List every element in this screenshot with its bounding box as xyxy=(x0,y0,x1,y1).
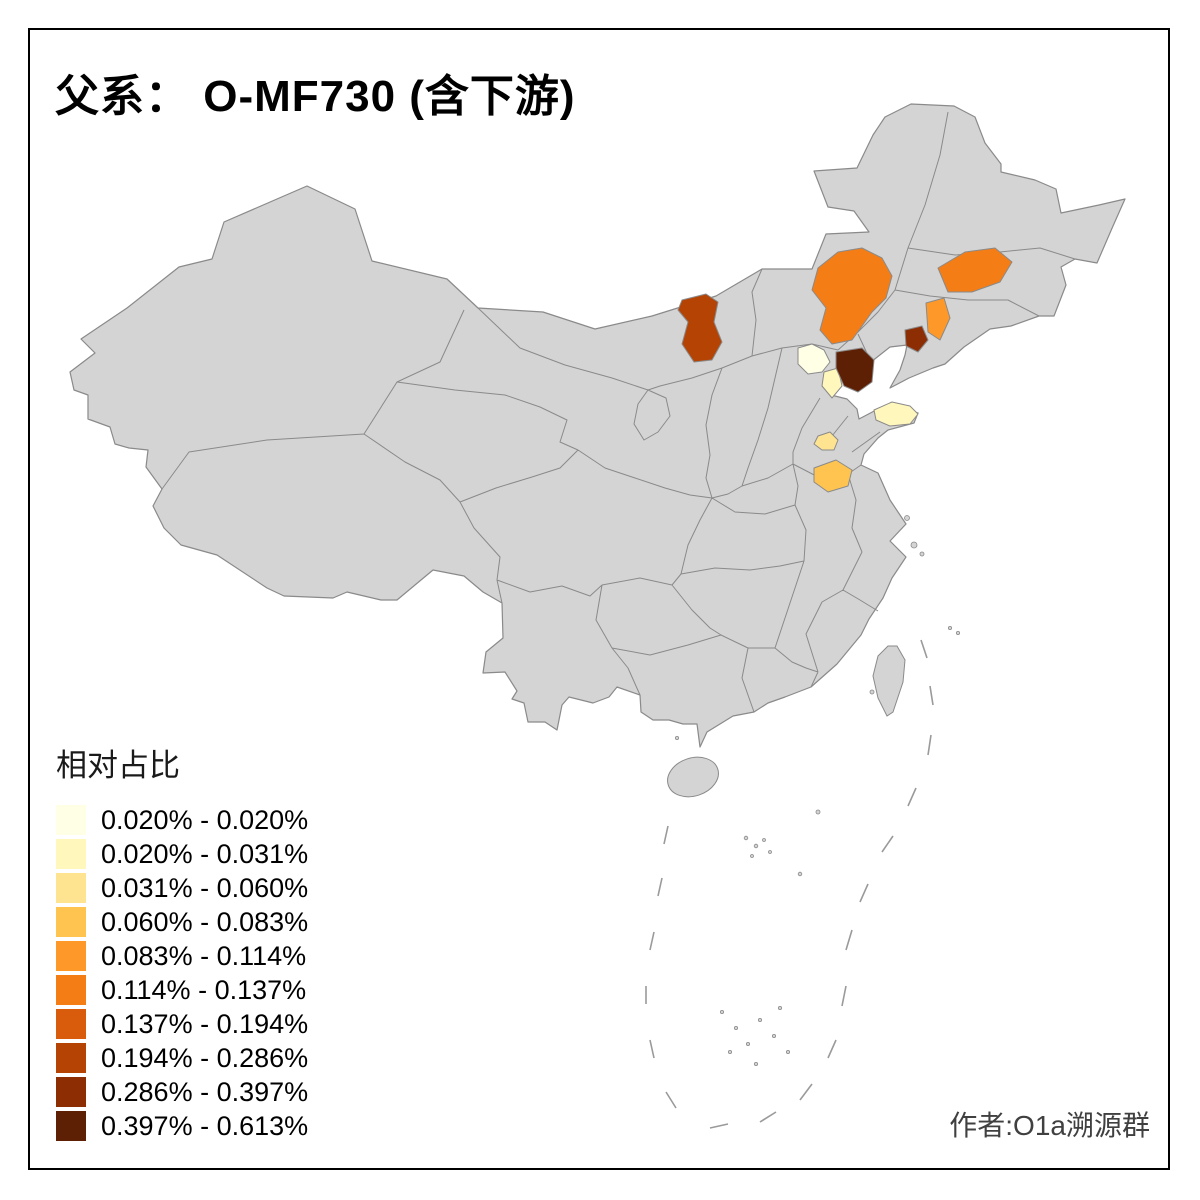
legend-label: 0.114% - 0.137% xyxy=(101,974,307,1005)
legend-swatch xyxy=(56,975,86,1005)
hainan-island xyxy=(667,756,719,798)
choropleth-regions xyxy=(677,247,1013,493)
choropleth-region xyxy=(677,293,723,363)
choropleth-region xyxy=(904,325,929,353)
legend-swatch xyxy=(56,1043,86,1073)
legend-item: 0.397% - 0.613% xyxy=(56,1109,308,1143)
legend-swatch xyxy=(56,1009,86,1039)
legend-item: 0.060% - 0.083% xyxy=(56,905,308,939)
legend-label: 0.286% - 0.397% xyxy=(101,1076,309,1107)
legend-swatch xyxy=(56,1111,86,1141)
legend-label: 0.194% - 0.286% xyxy=(101,1042,309,1073)
choropleth-region xyxy=(937,247,1013,293)
legend-item: 0.031% - 0.060% xyxy=(56,871,308,905)
legend-label: 0.031% - 0.060% xyxy=(101,872,309,903)
legend: 相对占比 0.020% - 0.020% 0.020% - 0.031% 0.031… xyxy=(56,740,308,1143)
legend-label: 0.137% - 0.194% xyxy=(101,1008,309,1039)
island-dots xyxy=(675,515,961,1067)
legend-swatch xyxy=(56,805,86,835)
legend-item: 0.137% - 0.194% xyxy=(56,1007,308,1041)
legend-label: 0.060% - 0.083% xyxy=(101,906,309,937)
choropleth-region xyxy=(821,367,843,399)
choropleth-region xyxy=(797,343,831,375)
legend-label: 0.020% - 0.031% xyxy=(101,838,309,869)
choropleth-region xyxy=(813,431,839,451)
choropleth-region xyxy=(813,459,853,493)
attribution: 作者:O1a溯源群 xyxy=(949,1110,1150,1141)
legend-item: 0.114% - 0.137% xyxy=(56,973,308,1007)
choropleth-region xyxy=(811,247,893,345)
legend-label: 0.397% - 0.613% xyxy=(101,1110,309,1141)
legend-swatch xyxy=(56,839,86,869)
legend-item: 0.194% - 0.286% xyxy=(56,1041,308,1075)
legend-swatch xyxy=(56,907,86,937)
legend-title: 相对占比 xyxy=(56,748,180,783)
choropleth-region xyxy=(925,297,951,341)
legend-items: 0.020% - 0.020% 0.020% - 0.031% 0.031% - 0… xyxy=(56,803,308,1143)
legend-swatch xyxy=(56,941,86,971)
mainland-china xyxy=(69,103,1126,748)
legend-label: 0.020% - 0.020% xyxy=(101,804,309,835)
legend-item: 0.020% - 0.020% xyxy=(56,803,308,837)
legend-item: 0.083% - 0.114% xyxy=(56,939,308,973)
choropleth-region xyxy=(835,347,875,393)
choropleth-region xyxy=(873,401,919,427)
legend-item: 0.020% - 0.031% xyxy=(56,837,308,871)
legend-label: 0.083% - 0.114% xyxy=(101,940,307,971)
map-title: 父系： O-MF730 (含下游) xyxy=(55,72,576,121)
legend-swatch xyxy=(56,873,86,903)
taiwan-island xyxy=(872,645,906,717)
legend-item: 0.286% - 0.397% xyxy=(56,1075,308,1109)
legend-swatch xyxy=(56,1077,86,1107)
sea-dash-line xyxy=(645,639,934,1129)
